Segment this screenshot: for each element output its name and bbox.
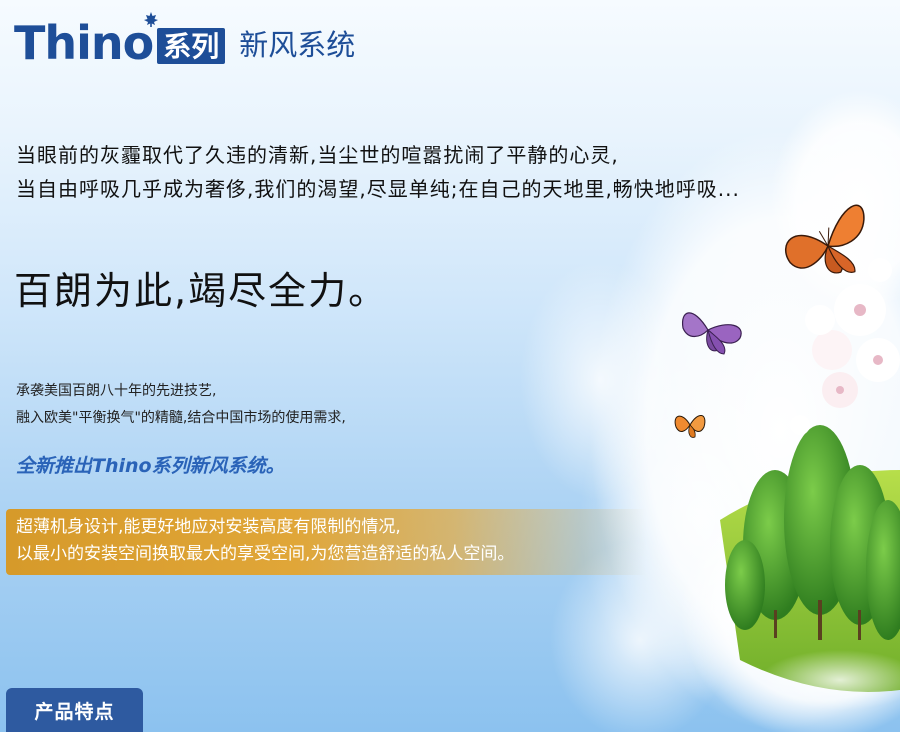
butterfly-purple — [681, 312, 742, 355]
brand-subtitle: 新风系统 — [239, 28, 356, 62]
description-line: 融入欧美"平衡换气"的精髓,结合中国市场的使用需求, — [16, 410, 346, 426]
brand-name-text: Thino — [14, 16, 154, 70]
brand-title: Thino 系列 新风系统 — [14, 12, 356, 70]
hill-with-trees — [720, 425, 900, 710]
feature-line: 以最小的安装空间换取最大的享受空间,为您营造舒适的私人空间。 — [16, 544, 515, 564]
intro-line: 当自由呼吸几乎成为奢侈,我们的渴望,尽显单纯;在自己的天地里,畅快地呼吸... — [16, 177, 740, 201]
brand-name: Thino — [14, 12, 159, 70]
feature-highlight-text: 超薄机身设计,能更好地应对安装高度有限制的情况, 以最小的安装空间换取最大的享受… — [16, 514, 514, 568]
launch-announcement: 全新推出Thino系列新风系统。 — [16, 455, 285, 477]
butterfly-small — [674, 415, 706, 438]
blossoms — [790, 258, 900, 435]
feature-highlight-band — [6, 509, 646, 575]
maple-leaf-icon — [144, 12, 159, 27]
feature-line: 超薄机身设计,能更好地应对安装高度有限制的情况, — [16, 517, 401, 537]
intro-paragraph: 当眼前的灰霾取代了久违的清新,当尘世的喧嚣扰闹了平静的心灵, 当自由呼吸几乎成为… — [16, 138, 740, 206]
description-line: 承袭美国百朗八十年的先进技艺, — [16, 383, 217, 399]
cloud-cluster — [520, 90, 900, 732]
butterfly-orange — [785, 204, 865, 274]
brand-badge: 系列 — [157, 28, 226, 64]
slogan: 百朗为此,竭尽全力。 — [14, 269, 389, 313]
description: 承袭美国百朗八十年的先进技艺, 融入欧美"平衡换气"的精髓,结合中国市场的使用需… — [16, 378, 346, 432]
intro-line: 当眼前的灰霾取代了久违的清新,当尘世的喧嚣扰闹了平静的心灵, — [16, 143, 619, 167]
tab-product-features[interactable]: 产品特点 — [6, 688, 143, 732]
